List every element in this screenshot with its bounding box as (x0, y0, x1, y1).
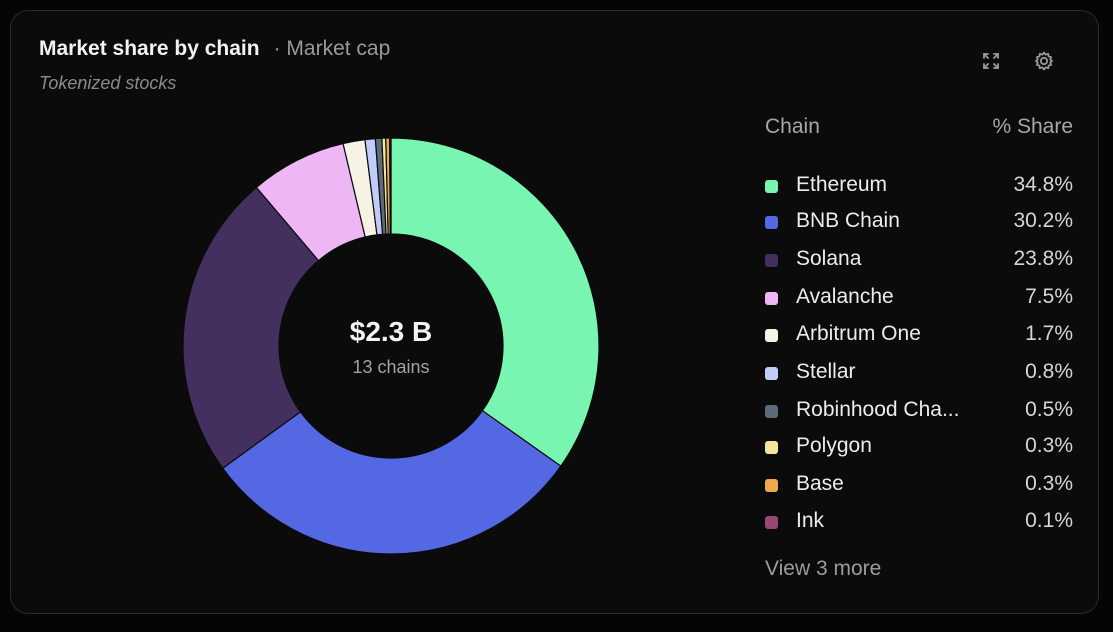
legend-item[interactable]: Base 0.3% (765, 470, 1073, 498)
legend-swatch (765, 254, 778, 267)
legend-swatch (765, 292, 778, 305)
legend-swatch (765, 441, 778, 454)
legend-swatch (765, 180, 778, 193)
chart-caption: Tokenized stocks (39, 73, 177, 93)
chart-title: Market share by chain (39, 37, 260, 60)
gear-icon (1035, 51, 1053, 71)
legend-chain-name: Ink (796, 509, 825, 532)
total-value: $2.3 B (350, 316, 433, 347)
legend-swatch (765, 405, 778, 418)
legend-share-value: 0.1% (1025, 509, 1073, 532)
donut-slice[interactable] (389, 137, 392, 235)
legend-share-value: 0.5% (1025, 398, 1073, 421)
legend-item[interactable]: Avalanche 7.5% (765, 283, 1073, 311)
legend-share-value: 0.8% (1025, 360, 1073, 383)
legend-share-value: 23.8% (1013, 247, 1073, 270)
legend-chain-name: Solana (796, 247, 862, 270)
title-row: Market share by chain · Market cap (39, 37, 390, 61)
donut-slice[interactable] (221, 409, 562, 555)
metric-selector[interactable]: · Market cap (273, 37, 391, 60)
donut-slice[interactable] (390, 137, 600, 467)
legend-share-value: 34.8% (1013, 173, 1073, 196)
legend-item[interactable]: Solana 23.8% (765, 245, 1073, 273)
legend-swatch (765, 367, 778, 380)
legend-swatch (765, 516, 778, 529)
legend-item[interactable]: BNB Chain 30.2% (765, 207, 1073, 235)
legend-swatch (765, 479, 778, 492)
legend-chain-name: Polygon (796, 434, 872, 457)
legend-swatch (765, 329, 778, 342)
expand-button[interactable] (979, 49, 1003, 73)
settings-button[interactable] (1032, 49, 1056, 73)
legend-share-value: 1.7% (1025, 322, 1073, 345)
legend-chain-name: BNB Chain (796, 209, 900, 232)
legend-chain-name: Avalanche (796, 285, 894, 308)
legend-item[interactable]: Ink 0.1% (765, 507, 1073, 535)
legend-col-chain[interactable]: Chain (765, 115, 820, 138)
legend-swatch (765, 216, 778, 229)
donut-slices (182, 137, 600, 555)
legend-chain-name: Arbitrum One (796, 322, 921, 345)
legend-item[interactable]: Robinhood Cha... 0.5% (765, 396, 1073, 424)
legend-share-value: 7.5% (1025, 285, 1073, 308)
donut-chart: $2.3 B 13 chains (182, 137, 600, 555)
legend-share-value: 0.3% (1025, 434, 1073, 457)
legend-chain-name: Ethereum (796, 173, 888, 196)
legend-share-value: 0.3% (1025, 472, 1073, 495)
chain-count: 13 chains (352, 357, 429, 377)
view-more-link[interactable]: View 3 more (765, 557, 882, 580)
donut-slice[interactable] (182, 186, 320, 470)
legend-item[interactable]: Arbitrum One 1.7% (765, 320, 1073, 348)
legend-col-share[interactable]: % Share (992, 115, 1073, 138)
expand-icon (983, 53, 999, 69)
legend-header: Chain % Share (765, 115, 1073, 139)
chart-card: Market share by chain · Market cap Token… (10, 10, 1099, 614)
legend-chain-name: Robinhood Cha... (796, 398, 960, 421)
legend-chain-name: Base (796, 472, 844, 495)
legend-share-value: 30.2% (1013, 209, 1073, 232)
legend-item[interactable]: Stellar 0.8% (765, 358, 1073, 386)
legend-item[interactable]: Polygon 0.3% (765, 432, 1073, 460)
legend-chain-name: Stellar (796, 360, 856, 383)
legend-item[interactable]: Ethereum 34.8% (765, 171, 1073, 199)
